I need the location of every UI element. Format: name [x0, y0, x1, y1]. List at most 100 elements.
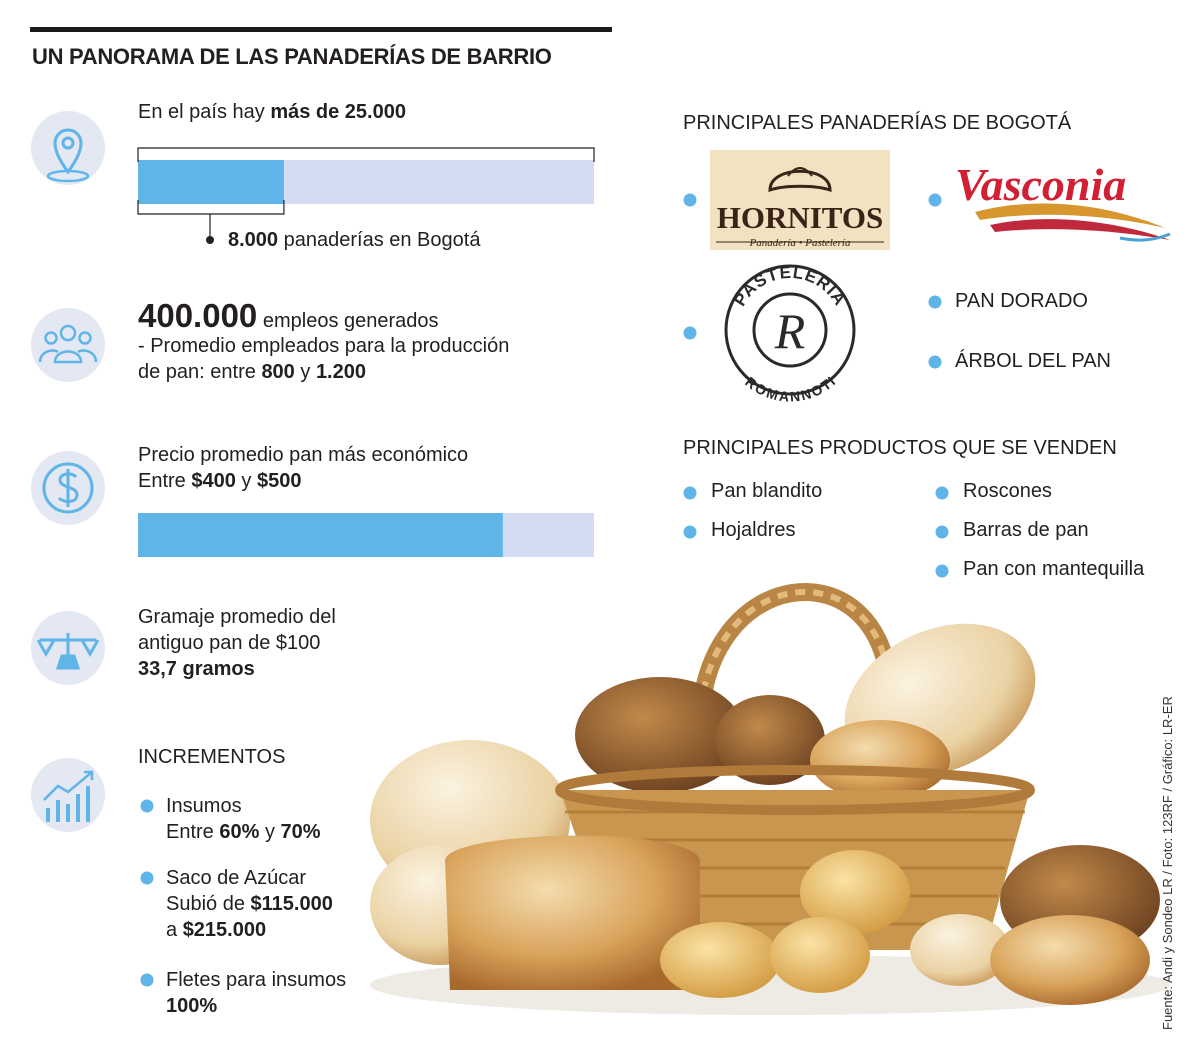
text-line: de pan: entre 800 y 1.200: [138, 359, 509, 385]
emphasis: $400: [191, 470, 236, 492]
bread-basket-photo: [370, 583, 1170, 1015]
bracket-dot: [206, 236, 214, 244]
text: Fletes para insumos: [166, 969, 347, 991]
text-line: En el país hay más de 25.000: [138, 99, 406, 125]
emphasis: $215.000: [182, 919, 267, 941]
bullet: [928, 295, 942, 309]
bracket-part: [137, 200, 285, 240]
text: Insumos: [166, 795, 242, 817]
text-line: - Promedio empleados para la producción: [138, 333, 509, 359]
logo-text: Vasconia: [955, 159, 1126, 210]
bullet: [935, 525, 949, 539]
product: Pan blandito: [711, 480, 823, 502]
section-heading: PRINCIPALES PANADERÍAS DE BOGOTÁ: [683, 112, 1072, 134]
text-block: Fletes para insumos 100%: [166, 967, 346, 1019]
product: Hojaldres: [711, 519, 796, 541]
top-rule: [30, 27, 612, 32]
text-line: a $215.000: [166, 917, 333, 943]
icon-people: [31, 308, 105, 382]
bullet: [683, 486, 697, 500]
text-line: 400.000 empleos generados: [138, 299, 509, 333]
text: empleos generados: [257, 310, 439, 332]
text-line: 100%: [166, 993, 346, 1019]
text-line: Gramaje promedio del: [138, 604, 336, 630]
logo-vasconia: Vasconia: [955, 159, 1171, 242]
text: Entre: [166, 821, 220, 843]
text-line: 33,7 gramos: [138, 656, 336, 682]
emphasis: más de 25.000: [270, 101, 406, 123]
text: Entre: [138, 470, 192, 492]
text: y: [294, 361, 316, 383]
bullet: [928, 193, 942, 207]
bar-fill: [138, 513, 503, 557]
text-line: INCREMENTOS: [138, 744, 285, 770]
text: En el país hay: [138, 101, 271, 123]
bullets: [140, 193, 949, 987]
section-heading: PRINCIPALES PRODUCTOS QUE SE VENDEN: [683, 437, 1117, 459]
bakery-name: PAN DORADO: [955, 290, 1088, 312]
text-line: Fletes para insumos: [166, 967, 346, 993]
bullet: [140, 871, 154, 885]
text: Precio promedio pan más económico: [138, 444, 469, 466]
product: Roscones: [963, 480, 1052, 502]
text-line: Insumos: [166, 793, 321, 819]
product: Pan con mantequilla: [963, 558, 1145, 580]
bullet: [928, 355, 942, 369]
bullet: [935, 486, 949, 500]
text-line: Entre 60% y 70%: [166, 819, 321, 845]
text: y: [259, 821, 281, 843]
bullet: [140, 973, 154, 987]
icon-chart: [31, 758, 105, 832]
icon-location: [31, 111, 105, 185]
text: de pan: entre: [138, 361, 262, 383]
emphasis: $500: [256, 470, 302, 492]
text-line: Subió de $115.000: [166, 891, 333, 917]
text-block: Gramaje promedio del antiguo pan de $100 3…: [138, 604, 336, 682]
title: UN PANORAMA DE LAS PANADERÍAS DE BARRIO: [32, 44, 552, 69]
emphasis: 100%: [166, 995, 218, 1017]
bars: [137, 147, 595, 557]
emphasis: 33,7 gramos: [138, 658, 255, 680]
text: INCREMENTOS: [138, 746, 286, 768]
bakery-name: ÁRBOL DEL PAN: [955, 350, 1111, 372]
emphasis: 8.000: [228, 229, 279, 251]
text-block: Precio promedio pan más económico Entre $…: [138, 442, 468, 494]
text: antiguo pan de $100: [138, 632, 321, 654]
text: panaderías en Bogotá: [278, 229, 481, 251]
bullet: [935, 564, 949, 578]
text-block: INCREMENTOS: [138, 744, 285, 770]
text: Subió de: [166, 893, 251, 915]
text: Gramaje promedio del: [138, 606, 336, 628]
bullet: [140, 799, 154, 813]
emphasis: $115.000: [250, 893, 333, 915]
logo-tagline: Panadería • Pastelería: [748, 237, 851, 249]
text: a: [166, 919, 183, 941]
emphasis: 400.000: [138, 297, 258, 334]
emphasis: 800: [261, 361, 295, 383]
text-block: 400.000 empleos generados - Promedio empl…: [138, 299, 509, 385]
emphasis: 1.200: [315, 361, 366, 383]
text-line: Entre $400 y $500: [138, 468, 468, 494]
product: Barras de pan: [963, 519, 1089, 541]
logo-hornitos: HORNITOS Panadería • Pastelería: [710, 150, 890, 250]
text-line: Saco de Azúcar: [166, 865, 333, 891]
logo-romannoti: PASTELERIA ROMANNOTI R: [724, 263, 856, 405]
icon-dollar: [31, 451, 105, 525]
logo-text: HORNITOS: [717, 200, 884, 235]
bullet: [683, 193, 697, 207]
bullet: [683, 525, 697, 539]
text-line: antiguo pan de $100: [138, 630, 336, 656]
text: - Promedio empleados para la producción: [138, 335, 510, 357]
text: y: [235, 470, 257, 492]
bracket-total: [137, 147, 595, 162]
text-line: 8.000 panaderías en Bogotá: [228, 227, 480, 253]
text-block: En el país hay más de 25.000: [138, 99, 406, 125]
emphasis: 70%: [280, 821, 321, 843]
text-block: Saco de Azúcar Subió de $115.000 a $215.00…: [166, 865, 333, 943]
bullet: [683, 326, 697, 340]
text-block: 8.000 panaderías en Bogotá: [228, 227, 480, 253]
text-block: Insumos Entre 60% y 70%: [166, 793, 321, 845]
